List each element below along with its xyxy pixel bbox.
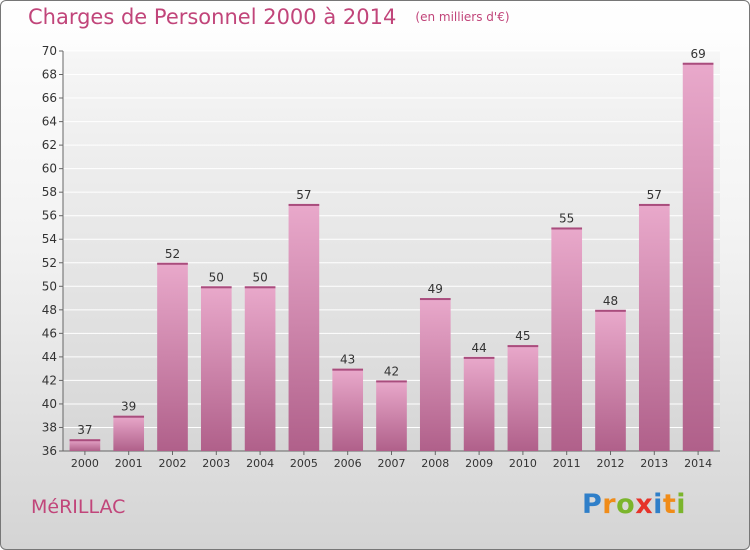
- x-tick-label: 2002: [159, 457, 187, 470]
- bar: [200, 286, 232, 451]
- y-tick-label: 70: [42, 44, 57, 58]
- y-tick-label: 60: [42, 162, 57, 176]
- city-name: MéRILLAC: [31, 496, 126, 518]
- x-tick-label: 2014: [684, 457, 712, 470]
- data-label: 49: [428, 282, 443, 296]
- bar: [288, 203, 320, 451]
- data-label: 43: [340, 353, 355, 367]
- logo-letter: t: [662, 489, 677, 520]
- bar-top-edge: [157, 262, 188, 265]
- y-tick-label: 56: [42, 209, 57, 223]
- chart-header: Charges de Personnel 2000 à 2014 (en mil…: [28, 5, 510, 29]
- logo-letter: i: [676, 489, 687, 520]
- x-tick-label: 2013: [640, 457, 668, 470]
- y-tick-label: 52: [42, 256, 57, 270]
- bar-top-edge: [682, 62, 714, 65]
- bar: [376, 380, 407, 451]
- data-label: 50: [252, 270, 267, 284]
- bar: [682, 62, 714, 451]
- bar-top-edge: [69, 439, 101, 442]
- x-tick-label: 2004: [246, 457, 274, 470]
- bar-top-edge: [244, 286, 276, 289]
- x-tick-label: 2009: [465, 457, 493, 470]
- x-tick-label: 2012: [597, 457, 625, 470]
- bar-top-edge: [419, 298, 451, 301]
- bar-top-edge: [332, 368, 364, 371]
- data-label: 57: [296, 188, 311, 202]
- bar-chart: 36 38 40 42 44 46 48 50 52 54 56 58 60 62 64 66 68 70 37 20…: [42, 44, 720, 470]
- x-tick-label: 2000: [71, 457, 99, 470]
- logo-letter: i: [653, 489, 663, 520]
- y-tick-label: 46: [42, 326, 57, 340]
- chart-title: Charges de Personnel 2000 à 2014: [28, 5, 397, 29]
- y-tick-label: 50: [42, 279, 57, 293]
- y-tick-label: 36: [42, 444, 57, 458]
- bar: [419, 298, 451, 451]
- data-label: 39: [121, 400, 136, 414]
- y-tick-label: 64: [42, 115, 57, 129]
- y-tick-label: 44: [42, 350, 57, 364]
- bar-top-edge: [507, 345, 539, 348]
- x-tick-label: 2007: [378, 457, 406, 470]
- bar: [507, 345, 539, 451]
- bar: [551, 227, 583, 451]
- data-label: 55: [559, 211, 574, 225]
- bar: [157, 262, 188, 451]
- bar-top-edge: [200, 286, 232, 289]
- logo-letter: o: [616, 489, 636, 520]
- y-tick-label: 48: [42, 303, 57, 317]
- x-tick-label: 2011: [553, 457, 581, 470]
- bar: [463, 356, 495, 451]
- bar-top-edge: [595, 309, 626, 312]
- bar-top-edge: [463, 356, 495, 359]
- bar-top-edge: [113, 415, 145, 418]
- logo-letter: x: [635, 489, 654, 520]
- bar: [244, 286, 276, 451]
- data-label: 57: [647, 188, 662, 202]
- x-tick-label: 2005: [290, 457, 318, 470]
- bar-top-edge: [376, 380, 407, 383]
- data-label: 48: [603, 294, 618, 308]
- y-tick-label: 40: [42, 397, 57, 411]
- data-label: 45: [515, 329, 530, 343]
- bar: [332, 368, 364, 451]
- x-tick-label: 2010: [509, 457, 537, 470]
- y-tick-label: 58: [42, 185, 57, 199]
- logo-letter: P: [582, 489, 603, 520]
- y-tick-label: 42: [42, 373, 57, 387]
- bar-top-edge: [551, 227, 583, 230]
- y-tick-label: 68: [42, 68, 57, 82]
- x-tick-label: 2001: [115, 457, 143, 470]
- x-tick-label: 2003: [202, 457, 230, 470]
- bar: [69, 439, 101, 451]
- bar: [638, 203, 670, 451]
- data-label: 42: [384, 364, 399, 378]
- proxiti-logo: Proxiti: [582, 489, 686, 520]
- x-tick-label: 2006: [334, 457, 362, 470]
- data-label: 44: [471, 341, 486, 355]
- chart-unit: (en milliers d'€): [415, 10, 510, 24]
- data-label: 37: [77, 423, 92, 437]
- data-label: 50: [209, 270, 224, 284]
- data-label: 69: [690, 47, 705, 61]
- data-label: 52: [165, 247, 180, 261]
- bar: [113, 415, 145, 451]
- y-tick-label: 66: [42, 91, 57, 105]
- logo-letter: r: [602, 489, 617, 520]
- bar-top-edge: [638, 203, 670, 206]
- bar: [595, 309, 626, 451]
- x-tick-label: 2008: [421, 457, 449, 470]
- y-tick-label: 62: [42, 138, 57, 152]
- y-tick-label: 54: [42, 232, 57, 246]
- y-tick-label: 38: [42, 420, 57, 434]
- bar-top-edge: [288, 203, 320, 206]
